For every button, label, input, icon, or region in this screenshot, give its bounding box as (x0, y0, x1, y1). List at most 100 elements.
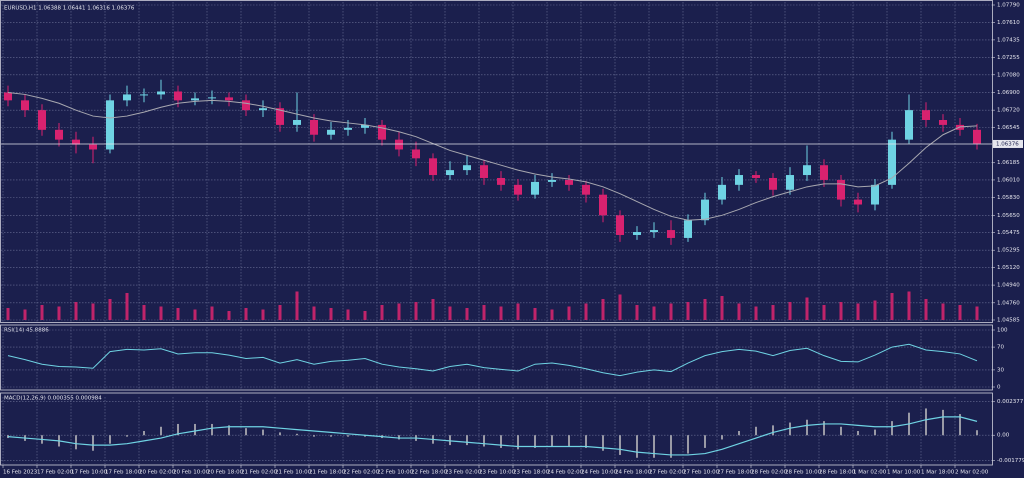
volume-bar (584, 303, 588, 320)
x-tick-label: 27 Feb 02:00 (649, 470, 686, 476)
macd-histogram-bar (228, 425, 230, 436)
macd-histogram-bar (143, 431, 145, 436)
volume-bar (754, 306, 758, 320)
volume-bar (703, 299, 707, 320)
macd-histogram-bar (704, 435, 706, 448)
x-tick-label: 16 Feb 2023 (3, 470, 38, 476)
x-tick-label: 24 Feb 10:00 (581, 470, 618, 476)
candle-body (650, 230, 658, 233)
macd-histogram-bar (806, 419, 808, 436)
volume-bar (6, 308, 10, 320)
y-tick-label: 1.04585 (997, 318, 1020, 324)
y-tick-label: 1.06010 (997, 177, 1020, 183)
volume-bar (193, 309, 197, 320)
x-tick-label: 23 Feb 02:00 (445, 470, 482, 476)
y-tick-label: 1.07255 (997, 55, 1020, 61)
y-tick-label: 1.05475 (997, 230, 1020, 236)
volume-bar (567, 306, 571, 320)
x-tick-label: 27 Feb 10:00 (683, 470, 720, 476)
price-panel-frame (0, 0, 993, 323)
candle-body (616, 215, 624, 235)
y-tick-label: 1.06545 (997, 125, 1020, 131)
candle-body (259, 108, 267, 111)
x-tick-label: 23 Feb 18:00 (513, 470, 550, 476)
x-tick-label: 20 Feb 02:00 (139, 470, 176, 476)
y-tick-label: 1.07790 (997, 3, 1020, 9)
macd-histogram-bar (126, 435, 128, 437)
macd-histogram-bar (653, 435, 655, 458)
volume-bar (159, 306, 163, 320)
candle-body (939, 119, 947, 125)
macd-histogram-bar (891, 421, 893, 436)
candle-body (4, 92, 12, 101)
macd-histogram-bar (109, 435, 111, 444)
y-tick-label: -0.001779 (997, 458, 1024, 464)
y-tick-label: 100 (997, 328, 1008, 334)
volume-bar (618, 294, 622, 320)
macd-histogram-bar (398, 435, 400, 440)
volume-bar (499, 306, 503, 320)
volume-bar (278, 305, 282, 320)
volume-bar (329, 308, 333, 320)
candle-body (38, 110, 46, 130)
x-tick-label: 21 Feb 10:00 (275, 470, 312, 476)
y-tick-label: 1.06900 (997, 90, 1020, 96)
y-tick-label: 1.07610 (997, 20, 1020, 26)
volume-bar (210, 306, 214, 320)
price-title: EURUSD,H1 1.06388 1.06441 1.06316 1.0637… (4, 6, 135, 12)
candle-body (378, 124, 386, 140)
y-tick-label: 1.05650 (997, 213, 1020, 219)
macd-histogram-bar (483, 435, 485, 447)
candle-body (871, 184, 879, 205)
rsi-line (7, 343, 978, 377)
y-tick-label: 0 (997, 385, 1001, 391)
macd-histogram-bar (279, 432, 281, 436)
macd-histogram-bar (466, 435, 468, 446)
macd-histogram-bar (296, 433, 298, 436)
macd-histogram-bar (976, 430, 978, 436)
x-tick-label: 27 Feb 18:00 (717, 470, 754, 476)
y-tick-label: 1.05295 (997, 248, 1020, 254)
volume-bar (108, 299, 112, 320)
candle-body (55, 129, 63, 140)
volume-bar (448, 306, 452, 320)
candle-body (769, 177, 777, 190)
candle-body (599, 194, 607, 216)
candle-body (837, 179, 845, 200)
candle-body (803, 165, 811, 176)
x-tick-label: 1 Mar 10:00 (887, 470, 921, 476)
macd-histogram-bar (823, 421, 825, 436)
volume-bar (482, 305, 486, 320)
y-tick-label: 70 (997, 345, 1004, 351)
y-tick-label: 1.07080 (997, 72, 1020, 78)
macd-histogram-bar (551, 435, 553, 447)
volume-bar (601, 299, 605, 320)
candle-body (820, 165, 828, 180)
volume-bar (958, 305, 962, 320)
x-tick-label: 22 Feb 10:00 (377, 470, 414, 476)
macd-histogram-bar (245, 428, 247, 436)
current-price-label: 1.06376 (996, 141, 1019, 147)
volume-bar (873, 300, 877, 320)
y-tick-label: 1.07435 (997, 37, 1020, 43)
macd-histogram-bar (942, 409, 944, 436)
candle-body (905, 110, 913, 140)
macd-histogram-bar (262, 429, 264, 436)
x-tick-label: 20 Feb 10:00 (173, 470, 210, 476)
macd-histogram-bar (687, 435, 689, 454)
candle-body (310, 119, 318, 135)
volume-bar (890, 293, 894, 320)
macd-histogram-bar (449, 435, 451, 446)
macd-histogram-bar (347, 435, 349, 437)
volume-bar (227, 311, 231, 320)
volume-bar (975, 306, 979, 320)
candle-body (497, 177, 505, 185)
macd-histogram-bar (517, 435, 519, 450)
candle-body (752, 175, 760, 178)
volume-bar (822, 305, 826, 320)
x-tick-label: 21 Feb 18:00 (309, 470, 346, 476)
macd-histogram-bar (364, 435, 366, 437)
candle-body (446, 170, 454, 176)
macd-histogram-bar (772, 425, 774, 436)
